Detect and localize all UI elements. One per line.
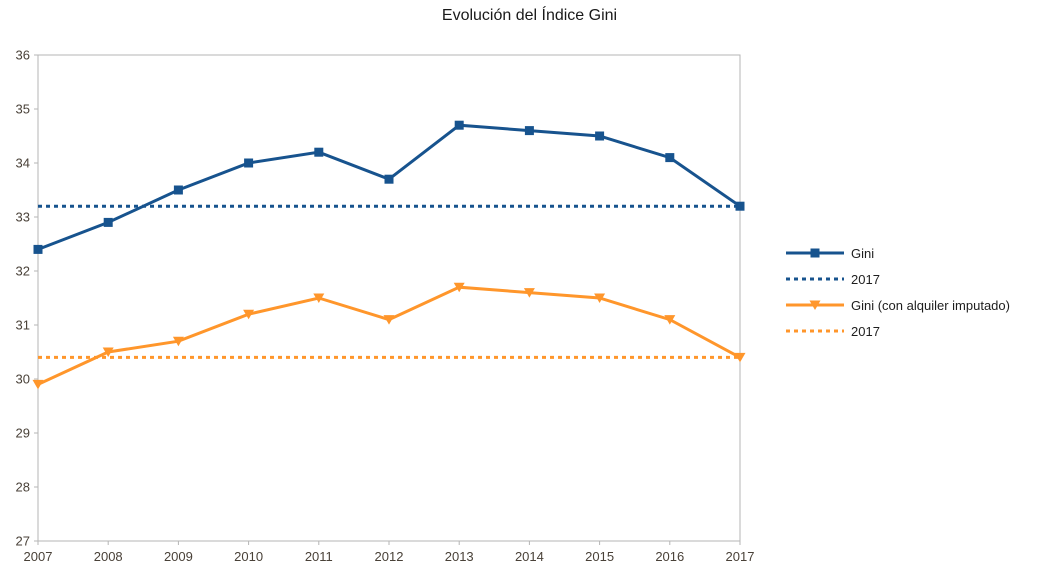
- legend-item-gini-alquiler: Gini (con alquiler imputado): [786, 292, 1010, 318]
- legend-swatch-alquiler-2017: [786, 324, 844, 338]
- legend-label-alquiler-2017: 2017: [851, 323, 880, 339]
- marker-square: [735, 201, 745, 211]
- x-tick-label: 2010: [234, 549, 263, 564]
- y-tick-label: 35: [16, 102, 30, 117]
- y-tick-label: 28: [16, 480, 30, 495]
- legend-swatch-gini-2017: [786, 272, 844, 286]
- legend-sample-line: [786, 300, 844, 310]
- x-tick-label: 2015: [585, 549, 614, 564]
- y-tick-label: 31: [16, 318, 30, 333]
- x-tick-label: 2009: [164, 549, 193, 564]
- marker-square: [33, 244, 43, 254]
- marker-triangle-down: [172, 336, 184, 347]
- marker-square: [244, 158, 254, 168]
- legend-item-gini: Gini: [786, 240, 1010, 266]
- marker-triangle-down: [383, 315, 395, 325]
- legend-sample-line: [786, 248, 844, 258]
- marker-square: [173, 185, 183, 195]
- marker-triangle-down: [664, 315, 676, 325]
- x-tick-label: 2011: [305, 549, 333, 564]
- series-line: [37, 123, 741, 251]
- y-tick-label: 27: [16, 534, 30, 549]
- marker-square: [810, 248, 820, 258]
- marker-square: [454, 120, 464, 130]
- y-tick-label: 34: [16, 156, 30, 171]
- legend-item-alquiler-2017: 2017: [786, 318, 1010, 344]
- chart-title: Evolución del Índice Gini: [441, 7, 618, 24]
- x-tick-label: 2016: [655, 549, 684, 564]
- marker-square: [384, 174, 394, 184]
- series-line: [37, 285, 741, 386]
- marker-square: [524, 126, 534, 136]
- marker-square: [314, 147, 324, 157]
- y-tick-label: 33: [16, 210, 30, 225]
- marker-triangle-down: [243, 309, 255, 320]
- y-tick-label: 30: [16, 372, 30, 387]
- plot-area-border: [37, 54, 741, 542]
- x-tick-label: 2007: [24, 549, 53, 564]
- legend-sample-line: [786, 277, 844, 281]
- legend-label-gini-2017: 2017: [851, 271, 880, 287]
- x-tick-label: 2017: [726, 549, 755, 564]
- legend: Gini 2017 Gini (con alquiler imputado) 2…: [786, 240, 1010, 344]
- legend-label-gini-alquiler: Gini (con alquiler imputado): [851, 297, 1010, 313]
- marker-triangle-down: [809, 300, 821, 310]
- x-tick-label: 2008: [94, 549, 123, 564]
- legend-swatch-gini: [786, 246, 844, 260]
- legend-label-gini: Gini: [851, 245, 875, 261]
- marker-square: [665, 153, 675, 163]
- marker-triangle-down: [102, 347, 114, 357]
- x-tick-label: 2013: [445, 549, 474, 564]
- marker-triangle-down: [453, 282, 465, 293]
- marker-triangle-down: [594, 293, 606, 303]
- marker-triangle-down: [523, 288, 535, 298]
- marker-square: [103, 217, 113, 227]
- y-tick-label: 32: [16, 264, 30, 279]
- legend-sample-line: [786, 329, 844, 333]
- legend-item-gini-2017: 2017: [786, 266, 1010, 292]
- x-tick-label: 2012: [375, 549, 404, 564]
- y-tick-label: 36: [16, 48, 30, 63]
- marker-triangle-down: [734, 352, 746, 363]
- marker-triangle-down: [313, 293, 325, 303]
- marker-triangle-down: [32, 379, 44, 390]
- marker-square: [595, 131, 605, 141]
- x-tick-label: 2014: [515, 549, 544, 564]
- y-tick-label: 29: [16, 426, 30, 441]
- legend-swatch-gini-alquiler: [786, 298, 844, 312]
